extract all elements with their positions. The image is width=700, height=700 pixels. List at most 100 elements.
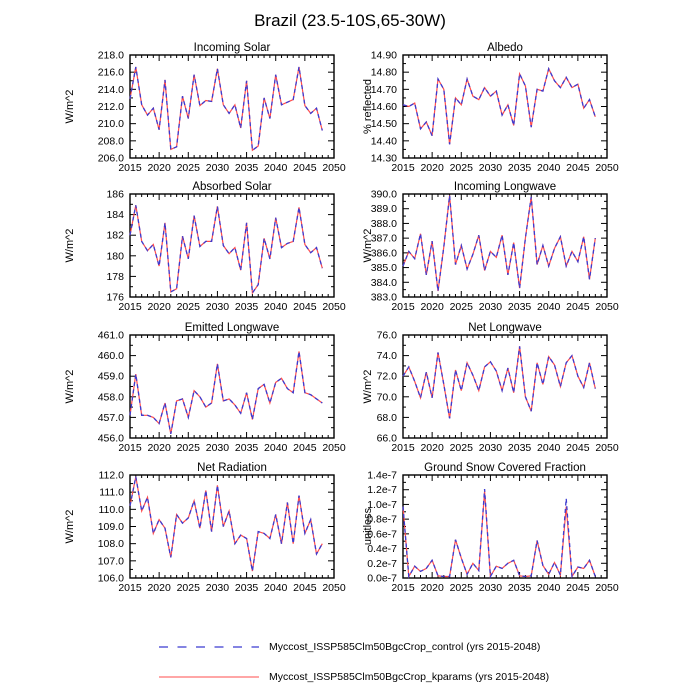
svg-text:388.0: 388.0 — [371, 218, 397, 230]
svg-text:458.0: 458.0 — [98, 391, 124, 403]
svg-text:108.0: 108.0 — [98, 538, 124, 550]
svg-text:178: 178 — [106, 271, 124, 283]
y-axis-label: W/m^2 — [64, 229, 76, 263]
svg-text:2015: 2015 — [118, 301, 142, 313]
svg-text:0.6e-7: 0.6e-7 — [367, 528, 397, 540]
svg-text:2040: 2040 — [537, 301, 561, 313]
x-tick-labels: 2015 2020 2025 2030 2035 2040 2045 2050 — [118, 162, 346, 174]
svg-text:2015: 2015 — [391, 162, 415, 174]
chart-albedo: Albedo % reflected 2015 2020 2025 2030 2035 204… — [362, 42, 619, 174]
svg-text:2015: 2015 — [391, 442, 415, 454]
y-axis-label: W/m^2 — [362, 229, 374, 263]
y-axis-label: W/m^2 — [64, 90, 76, 124]
svg-text:2025: 2025 — [450, 301, 474, 313]
svg-text:2025: 2025 — [177, 582, 201, 594]
x-tick-labels: 2015 2020 2025 2030 2035 2040 2045 2050 — [118, 442, 346, 454]
legend-label-control: Myccost_ISSP585Clm50BgcCrop_control (yrs… — [269, 641, 541, 653]
svg-text:1.4e-7: 1.4e-7 — [367, 470, 397, 482]
chart-title: Albedo — [487, 42, 523, 54]
series-kparams-line — [129, 476, 323, 572]
y-axis-label: % reflected — [362, 79, 374, 134]
plot-frame — [402, 474, 608, 579]
svg-text:2050: 2050 — [322, 442, 346, 454]
axis-ticks — [402, 474, 608, 579]
svg-text:2035: 2035 — [508, 442, 532, 454]
chart-title: Absorbed Solar — [192, 181, 271, 193]
plot-frame — [402, 193, 608, 298]
series-control-line — [129, 351, 323, 435]
axis-ticks — [129, 474, 335, 579]
svg-text:72.0: 72.0 — [377, 371, 398, 383]
y-tick-labels: 66.0 68.0 70.0 72.0 74.0 76.0 — [377, 330, 398, 445]
plot-frame — [129, 334, 335, 439]
svg-text:184: 184 — [106, 209, 124, 221]
svg-text:2050: 2050 — [322, 162, 346, 174]
svg-text:2035: 2035 — [235, 162, 259, 174]
svg-text:461.0: 461.0 — [98, 330, 124, 342]
svg-text:2020: 2020 — [420, 582, 444, 594]
chart-title: Net Radiation — [197, 462, 267, 474]
axis-ticks — [402, 334, 608, 439]
svg-text:389.0: 389.0 — [371, 203, 397, 215]
svg-text:2030: 2030 — [206, 442, 230, 454]
svg-text:210.0: 210.0 — [98, 118, 124, 130]
chart-title: Net Longwave — [468, 322, 542, 334]
svg-text:2040: 2040 — [264, 442, 288, 454]
svg-text:0.8e-7: 0.8e-7 — [367, 514, 397, 526]
svg-text:384.0: 384.0 — [371, 277, 397, 289]
svg-text:2020: 2020 — [420, 162, 444, 174]
svg-text:2045: 2045 — [566, 582, 590, 594]
svg-text:2025: 2025 — [450, 582, 474, 594]
svg-text:460.0: 460.0 — [98, 350, 124, 362]
svg-text:2045: 2045 — [293, 162, 317, 174]
svg-text:70.0: 70.0 — [377, 391, 398, 403]
svg-text:2025: 2025 — [450, 442, 474, 454]
page-title: Brazil (23.5-10S,65-30W) — [254, 11, 446, 30]
y-tick-labels: 14.30 14.40 14.50 14.60 14.70 14.80 14.90 — [371, 50, 397, 165]
svg-text:111.0: 111.0 — [99, 487, 124, 499]
chart-net-longwave: Net Longwave W/m^2 2015 2020 2025 2030 2035 204… — [362, 322, 619, 454]
svg-text:1.0e-7: 1.0e-7 — [367, 499, 397, 511]
svg-text:74.0: 74.0 — [377, 350, 398, 362]
svg-text:2040: 2040 — [537, 162, 561, 174]
chart-title: Incoming Solar — [194, 42, 271, 54]
svg-text:383.0: 383.0 — [371, 292, 397, 304]
series-control-line — [402, 195, 596, 292]
svg-text:2035: 2035 — [508, 162, 532, 174]
svg-text:2030: 2030 — [206, 301, 230, 313]
axis-ticks — [129, 193, 335, 298]
x-tick-labels: 2015 2020 2025 2030 2035 2040 2045 2050 — [391, 582, 619, 594]
plot-frame — [129, 193, 335, 298]
y-axis-label: W/m^2 — [64, 370, 76, 404]
svg-text:459.0: 459.0 — [98, 371, 124, 383]
x-tick-labels: 2015 2020 2025 2030 2035 2040 2045 2050 — [118, 301, 346, 313]
svg-text:2050: 2050 — [595, 162, 619, 174]
svg-text:0.0e-7: 0.0e-7 — [367, 573, 397, 585]
svg-text:2050: 2050 — [595, 582, 619, 594]
svg-text:2040: 2040 — [264, 582, 288, 594]
svg-text:2035: 2035 — [235, 582, 259, 594]
x-tick-labels: 2015 2020 2025 2030 2035 2040 2045 2050 — [391, 442, 619, 454]
svg-text:2015: 2015 — [118, 582, 142, 594]
svg-text:176: 176 — [106, 292, 124, 304]
svg-text:2025: 2025 — [177, 442, 201, 454]
svg-text:2050: 2050 — [595, 301, 619, 313]
svg-text:2040: 2040 — [537, 582, 561, 594]
y-tick-labels: 106.0 107.0 108.0 109.0 110.0 111.0 112.0 — [98, 470, 124, 585]
svg-text:2035: 2035 — [235, 301, 259, 313]
svg-text:2050: 2050 — [322, 301, 346, 313]
series-kparams-line — [129, 66, 323, 152]
svg-text:2045: 2045 — [566, 301, 590, 313]
chart-emitted-longwave: Emitted Longwave W/m^2 2015 2020 2025 2030 203… — [64, 322, 346, 454]
axis-ticks — [129, 54, 335, 159]
svg-text:14.90: 14.90 — [371, 50, 397, 62]
axis-ticks — [402, 193, 608, 298]
svg-text:186: 186 — [106, 189, 124, 201]
series-control-line — [402, 488, 596, 579]
svg-text:2040: 2040 — [264, 162, 288, 174]
svg-text:112.0: 112.0 — [99, 470, 125, 482]
chart-title: Emitted Longwave — [185, 322, 280, 334]
